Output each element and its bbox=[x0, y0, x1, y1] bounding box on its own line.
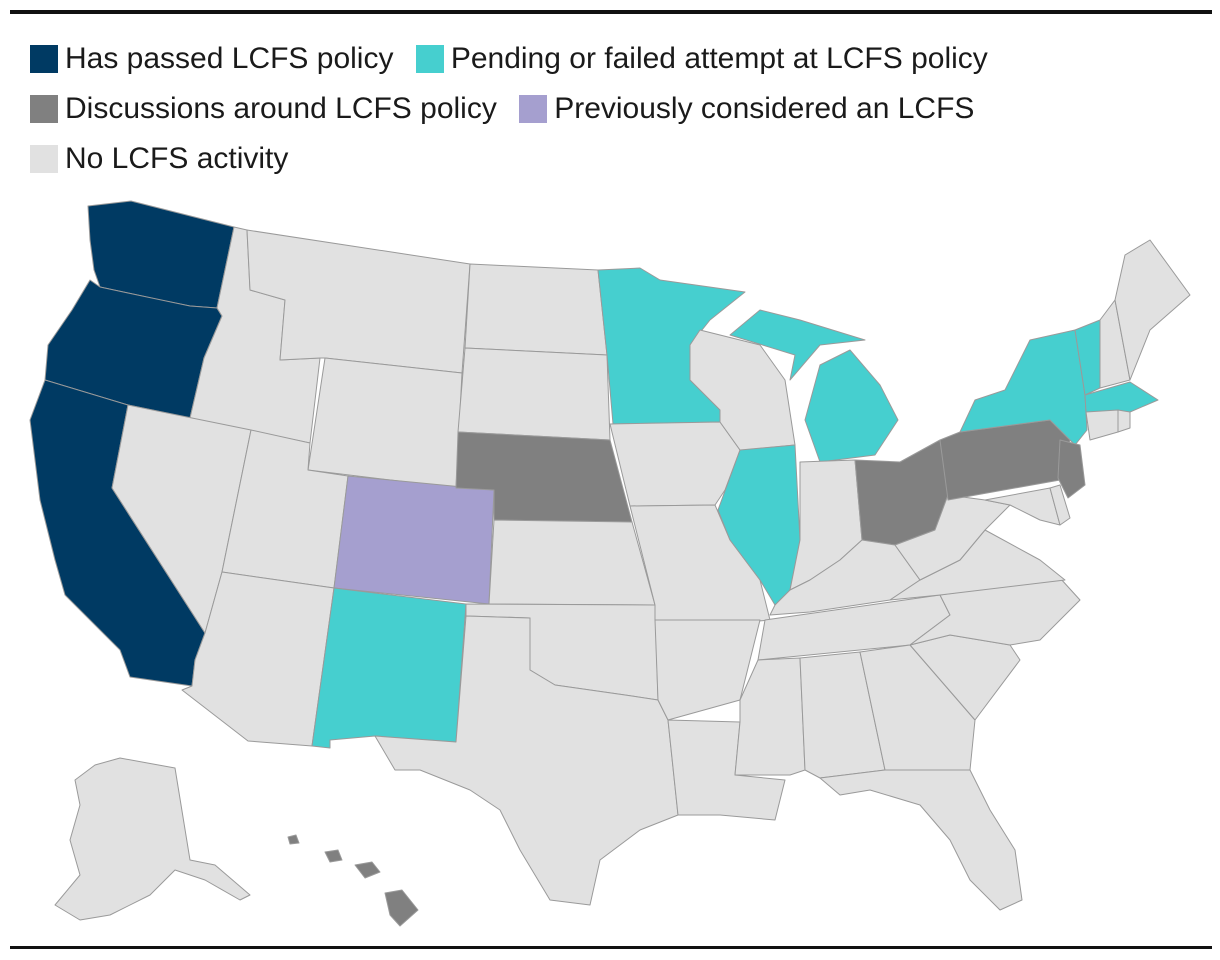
state-new-mexico bbox=[311, 587, 467, 749]
legend-item-passed: Has passed LCFS policy bbox=[30, 42, 393, 75]
legend-item-discussions: Discussions around LCFS policy bbox=[30, 92, 497, 125]
legend-item-none: No LCFS activity bbox=[30, 142, 288, 175]
state-rhode-island bbox=[1117, 409, 1131, 433]
legend-label-passed: Has passed LCFS policy bbox=[65, 42, 394, 75]
legend: Has passed LCFS policy Pending or failed… bbox=[30, 34, 1180, 184]
state-florida bbox=[819, 769, 1023, 911]
state-maryland bbox=[984, 487, 1061, 526]
legend-label-discussions: Discussions around LCFS policy bbox=[65, 92, 497, 125]
state-north-carolina bbox=[909, 577, 1081, 646]
legend-swatch-pending bbox=[415, 45, 444, 73]
state-iowa bbox=[609, 421, 741, 507]
legend-label-previous: Previously considered an LCFS bbox=[554, 92, 975, 125]
state-new-jersey bbox=[1057, 439, 1086, 499]
legend-label-none: No LCFS activity bbox=[65, 142, 289, 175]
top-rule bbox=[10, 10, 1212, 14]
bottom-rule bbox=[10, 946, 1212, 949]
state-delaware bbox=[1049, 484, 1071, 526]
legend-swatch-previous bbox=[519, 95, 548, 123]
state-kansas bbox=[488, 519, 656, 606]
legend-item-pending: Pending or failed attempt at LCFS policy bbox=[415, 42, 988, 75]
state-georgia bbox=[859, 644, 976, 771]
legend-swatch-none bbox=[30, 145, 58, 173]
state-texas bbox=[374, 615, 679, 906]
state-maine bbox=[1114, 239, 1191, 381]
legend-swatch-passed bbox=[30, 45, 58, 73]
legend-label-pending: Pending or failed attempt at LCFS policy bbox=[450, 42, 988, 75]
state-hawaii bbox=[287, 834, 419, 927]
state-alaska bbox=[54, 757, 251, 921]
legend-swatch-discussions bbox=[30, 95, 58, 123]
state-massachusetts bbox=[1084, 381, 1159, 413]
us-map bbox=[29, 200, 1191, 927]
state-north-dakota bbox=[464, 263, 608, 356]
state-montana bbox=[246, 229, 471, 374]
state-wyoming bbox=[307, 357, 463, 489]
state-south-dakota bbox=[457, 347, 611, 441]
state-michigan bbox=[729, 309, 899, 463]
state-connecticut bbox=[1085, 409, 1119, 441]
legend-item-previous: Previously considered an LCFS bbox=[519, 92, 974, 125]
state-colorado bbox=[333, 475, 495, 605]
